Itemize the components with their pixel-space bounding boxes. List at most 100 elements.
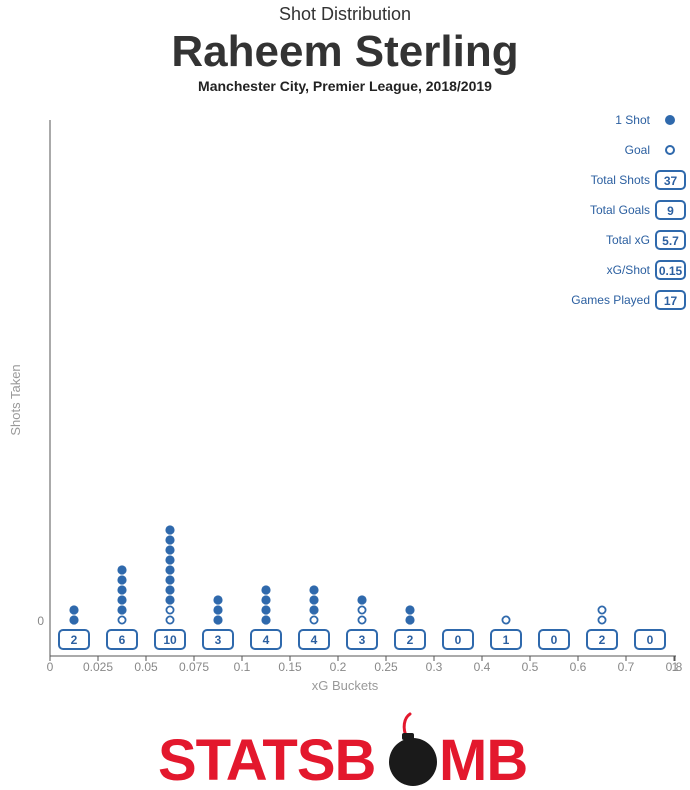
- bucket-count-box: [250, 629, 282, 650]
- goal-marker: [597, 605, 607, 615]
- stat-xg-per-shot-box: [655, 260, 686, 280]
- shot-marker: [261, 615, 271, 625]
- bucket-count-box: [202, 629, 234, 650]
- shot-marker: [261, 595, 271, 605]
- bucket-count-label: 6: [119, 633, 126, 647]
- shot-marker: [309, 605, 319, 615]
- y-axis-title: Shots Taken: [8, 364, 23, 435]
- legend: 1 Shot Goal: [615, 113, 675, 157]
- shot-marker: [405, 605, 415, 615]
- x-axis-title: xG Buckets: [312, 678, 379, 693]
- bucket-count-box: [346, 629, 378, 650]
- brand-text-end: MB: [439, 728, 527, 790]
- goal-marker: [309, 615, 319, 625]
- shot-markers: [69, 525, 607, 625]
- shot-marker: [357, 595, 367, 605]
- stat-total-xg-label: Total xG: [606, 233, 650, 247]
- x-tick-label: 0.7: [618, 660, 635, 674]
- x-tick-label: 0.15: [278, 660, 302, 674]
- shot-marker: [213, 595, 223, 605]
- x-tick-label: 1: [672, 660, 679, 674]
- goal-marker: [117, 615, 127, 625]
- shot-marker: [117, 605, 127, 615]
- stat-games-played-value: 17: [664, 294, 678, 308]
- shot-marker: [405, 615, 415, 625]
- x-tick-label: 0.6: [570, 660, 587, 674]
- shot-marker: [309, 585, 319, 595]
- shot-marker: [117, 575, 127, 585]
- x-ticks: 0 0.025 0.05 0.075 0.1 0.15 0.2 0.25 0.3 0.4 0.5 0.…: [47, 656, 683, 674]
- bucket-count-label: 3: [215, 633, 222, 647]
- goal-marker: [357, 605, 367, 615]
- shot-marker: [69, 605, 79, 615]
- shot-marker: [165, 535, 175, 545]
- stat-xg-per-shot-value: 0.15: [659, 264, 683, 278]
- shot-marker: [165, 555, 175, 565]
- stats-panel: Total Shots 37 Total Goals 9 Total xG 5.…: [571, 170, 686, 310]
- x-tick-label: 0.25: [374, 660, 398, 674]
- stat-total-xg-value: 5.7: [662, 234, 679, 248]
- shot-marker: [69, 615, 79, 625]
- shot-marker: [165, 565, 175, 575]
- goal-marker: [165, 605, 175, 615]
- chart-title: Raheem Sterling: [171, 27, 518, 76]
- bucket-count-label: 0: [647, 633, 654, 647]
- goal-marker: [165, 615, 175, 625]
- x-tick-label: 0.05: [134, 660, 158, 674]
- bucket-count-label: 2: [599, 633, 606, 647]
- bucket-count-box: [586, 629, 618, 650]
- legend-goal-icon: [665, 145, 675, 155]
- shot-marker: [117, 585, 127, 595]
- bucket-count-label: 1: [503, 633, 510, 647]
- bucket-count-label: 0: [551, 633, 558, 647]
- stat-total-xg-box: [655, 230, 686, 250]
- stat-total-goals-box: [655, 200, 686, 220]
- stat-total-shots-value: 37: [664, 174, 678, 188]
- bucket-count-label: 2: [71, 633, 78, 647]
- stat-total-goals-value: 9: [667, 204, 674, 218]
- stat-games-played-label: Games Played: [571, 293, 650, 307]
- brand-text-start: STATSB: [158, 728, 375, 790]
- bucket-count-box: [538, 629, 570, 650]
- bucket-count-label: 0: [455, 633, 462, 647]
- bucket-count-label: 10: [163, 633, 177, 647]
- shot-marker: [165, 525, 175, 535]
- goal-marker: [501, 615, 511, 625]
- bucket-count-box: [106, 629, 138, 650]
- bucket-count-label: 4: [263, 633, 270, 647]
- shot-marker: [165, 585, 175, 595]
- bucket-count-box: [394, 629, 426, 650]
- legend-shot-icon: [665, 115, 675, 125]
- stat-total-goals-label: Total Goals: [590, 203, 650, 217]
- bucket-count-box: [634, 629, 666, 650]
- shot-marker: [213, 615, 223, 625]
- bomb-icon: [389, 712, 437, 786]
- bucket-count-box: [298, 629, 330, 650]
- bucket-count-boxes: 2 6 10 3 4 4 3 2 0 1 0 2 0: [58, 629, 666, 650]
- stat-games-played-box: [655, 290, 686, 310]
- x-tick-label: 0.3: [426, 660, 443, 674]
- bucket-count-box: [490, 629, 522, 650]
- shot-marker: [117, 565, 127, 575]
- chart-supertitle: Shot Distribution: [279, 4, 411, 24]
- x-tick-label: 0.025: [83, 660, 113, 674]
- x-tick-label: 0.075: [179, 660, 209, 674]
- shot-marker: [309, 595, 319, 605]
- bucket-count-box: [58, 629, 90, 650]
- x-tick-label: 0.4: [474, 660, 491, 674]
- shot-marker: [117, 595, 127, 605]
- shot-marker: [165, 575, 175, 585]
- chart-subtitle: Manchester City, Premier League, 2018/20…: [198, 78, 492, 94]
- x-tick-label: 0.5: [522, 660, 539, 674]
- bucket-count-label: 4: [311, 633, 318, 647]
- goal-marker: [597, 615, 607, 625]
- legend-shot-label: 1 Shot: [615, 113, 650, 127]
- shot-marker: [165, 545, 175, 555]
- x-tick-label: 0.1: [234, 660, 251, 674]
- stat-total-shots-box: [655, 170, 686, 190]
- bucket-count-box: [154, 629, 186, 650]
- bucket-count-box: [442, 629, 474, 650]
- bucket-count-label: 3: [359, 633, 366, 647]
- x-tick-label: 0.8: [666, 660, 683, 674]
